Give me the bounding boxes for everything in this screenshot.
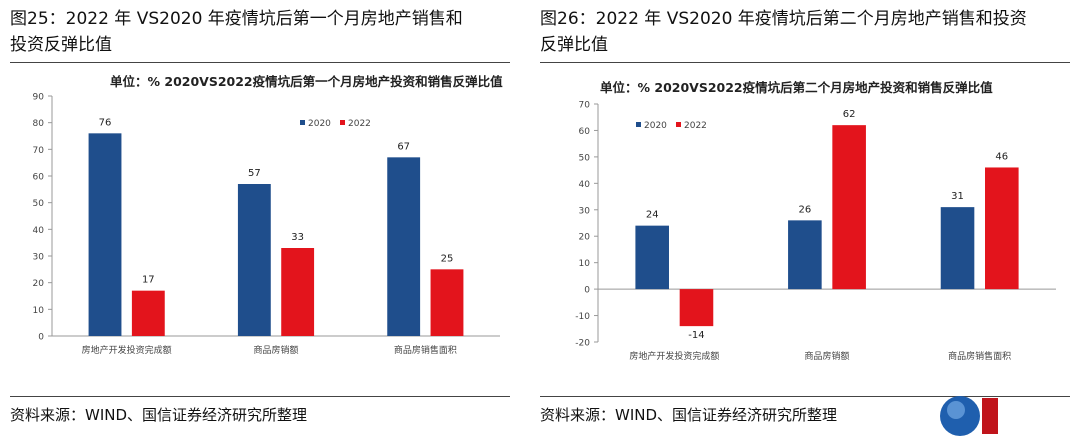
y-tick-label: 60 bbox=[33, 173, 45, 183]
data-label: 67 bbox=[397, 141, 410, 152]
data-label: -14 bbox=[688, 330, 704, 341]
data-label: 46 bbox=[995, 151, 1008, 162]
figure-25-top-rule bbox=[10, 62, 510, 63]
legend-label: 2022 bbox=[348, 119, 371, 129]
bar-2022-0 bbox=[131, 290, 165, 336]
chart-title: 单位：% 2020VS2022疫情坑后第一个月房地产投资和销售反弹比值 bbox=[110, 74, 503, 89]
legend-swatch-2020 bbox=[300, 120, 305, 125]
y-tick-label: 30 bbox=[33, 253, 45, 263]
y-tick-label: 10 bbox=[579, 259, 591, 269]
data-label: 26 bbox=[798, 204, 811, 215]
y-tick-label: 20 bbox=[579, 233, 591, 243]
figure-25-source: 资料来源：WIND、国信证券经济研究所整理 bbox=[10, 406, 308, 424]
y-tick-label: 80 bbox=[33, 119, 45, 129]
figure-26-top-rule bbox=[540, 62, 1070, 63]
figure-26-title-line1: 图26：2022 年 VS2020 年疫情坑后第二个月房地产销售和投资 bbox=[540, 9, 1027, 29]
figure-25-bottom-rule bbox=[10, 396, 510, 397]
y-tick-label: 0 bbox=[38, 333, 44, 343]
bar-2022-1 bbox=[281, 248, 315, 336]
x-category-label: 商品房销额 bbox=[804, 350, 849, 362]
legend-swatch-2022 bbox=[340, 120, 345, 125]
figure-25-title-line2: 投资反弹比值 bbox=[10, 35, 112, 55]
bar-2020-0 bbox=[635, 225, 669, 290]
data-label: 24 bbox=[646, 210, 659, 221]
y-tick-label: 60 bbox=[579, 127, 591, 137]
bar-2020-2 bbox=[387, 157, 421, 336]
bar-2022-1 bbox=[832, 125, 866, 290]
bar-2020-1 bbox=[788, 220, 822, 290]
data-label: 33 bbox=[291, 232, 304, 243]
y-tick-label: 20 bbox=[33, 279, 45, 289]
legend-swatch-2020 bbox=[636, 122, 641, 127]
y-tick-label: 30 bbox=[579, 206, 591, 216]
legend-label: 2022 bbox=[684, 121, 707, 131]
bar-2022-2 bbox=[430, 269, 464, 336]
y-tick-label: 50 bbox=[579, 153, 591, 163]
bar-2020-2 bbox=[940, 207, 975, 290]
y-tick-label: 70 bbox=[33, 146, 45, 156]
figure-26-chart: 单位：% 2020VS2022疫情坑后第二个月房地产投资和销售反弹比值 -20 -1… bbox=[540, 66, 1070, 366]
x-category-label: 房地产开发投资完成额 bbox=[629, 350, 719, 362]
x-category-label: 商品房销售面积 bbox=[394, 344, 457, 356]
y-tick-label: 90 bbox=[33, 93, 45, 103]
figure-25-title-line1: 图25：2022 年 VS2020 年疫情坑后第一个月房地产销售和 bbox=[10, 9, 463, 29]
y-tick-label: 10 bbox=[33, 306, 45, 316]
figure-26-bottom-rule bbox=[540, 396, 1070, 397]
chart-title: 单位：% 2020VS2022疫情坑后第二个月房地产投资和销售反弹比值 bbox=[600, 80, 993, 95]
legend-label: 2020 bbox=[644, 121, 667, 131]
x-category-label: 房地产开发投资完成额 bbox=[82, 344, 172, 356]
legend-label: 2020 bbox=[308, 119, 331, 129]
bar-2020-0 bbox=[88, 133, 122, 336]
figure-26-source: 资料来源：WIND、国信证券经济研究所整理 bbox=[540, 406, 838, 424]
data-label: 31 bbox=[951, 191, 964, 202]
figure-26-title-line2: 反弹比值 bbox=[540, 35, 608, 55]
y-tick-label: -10 bbox=[575, 312, 590, 322]
data-label: 62 bbox=[843, 109, 856, 120]
figure-25-chart-svg: 单位：% 2020VS2022疫情坑后第一个月房地产投资和销售反弹比值 0 10 20… bbox=[33, 74, 504, 356]
y-tick-label: 50 bbox=[33, 199, 45, 209]
data-label: 25 bbox=[441, 253, 454, 264]
bar-2022-2 bbox=[985, 167, 1019, 290]
figure-26-title: 图26：2022 年 VS2020 年疫情坑后第二个月房地产销售和投资 反弹比值 bbox=[540, 6, 1027, 58]
x-category-label: 商品房销额 bbox=[253, 344, 298, 356]
bar-2020-1 bbox=[237, 184, 271, 336]
figure-25-chart: 单位：% 2020VS2022疫情坑后第一个月房地产投资和销售反弹比值 0 10 20… bbox=[10, 66, 510, 366]
y-tick-label: 0 bbox=[584, 286, 590, 296]
data-label: 57 bbox=[248, 168, 261, 179]
y-tick-label: 40 bbox=[579, 180, 591, 190]
figure-26-chart-svg: 单位：% 2020VS2022疫情坑后第二个月房地产投资和销售反弹比值 -20 -1… bbox=[575, 80, 1056, 362]
logo-icon bbox=[940, 396, 998, 436]
bar-2022-0 bbox=[679, 289, 714, 327]
x-category-label: 商品房销售面积 bbox=[948, 350, 1011, 362]
figure-25-title: 图25：2022 年 VS2020 年疫情坑后第一个月房地产销售和 投资反弹比值 bbox=[10, 6, 463, 58]
data-label: 17 bbox=[142, 275, 155, 286]
y-tick-label: 70 bbox=[579, 101, 591, 111]
y-tick-label: 40 bbox=[33, 226, 45, 236]
y-tick-label: -20 bbox=[575, 339, 590, 349]
data-label: 76 bbox=[99, 117, 112, 128]
legend-swatch-2022 bbox=[676, 122, 681, 127]
